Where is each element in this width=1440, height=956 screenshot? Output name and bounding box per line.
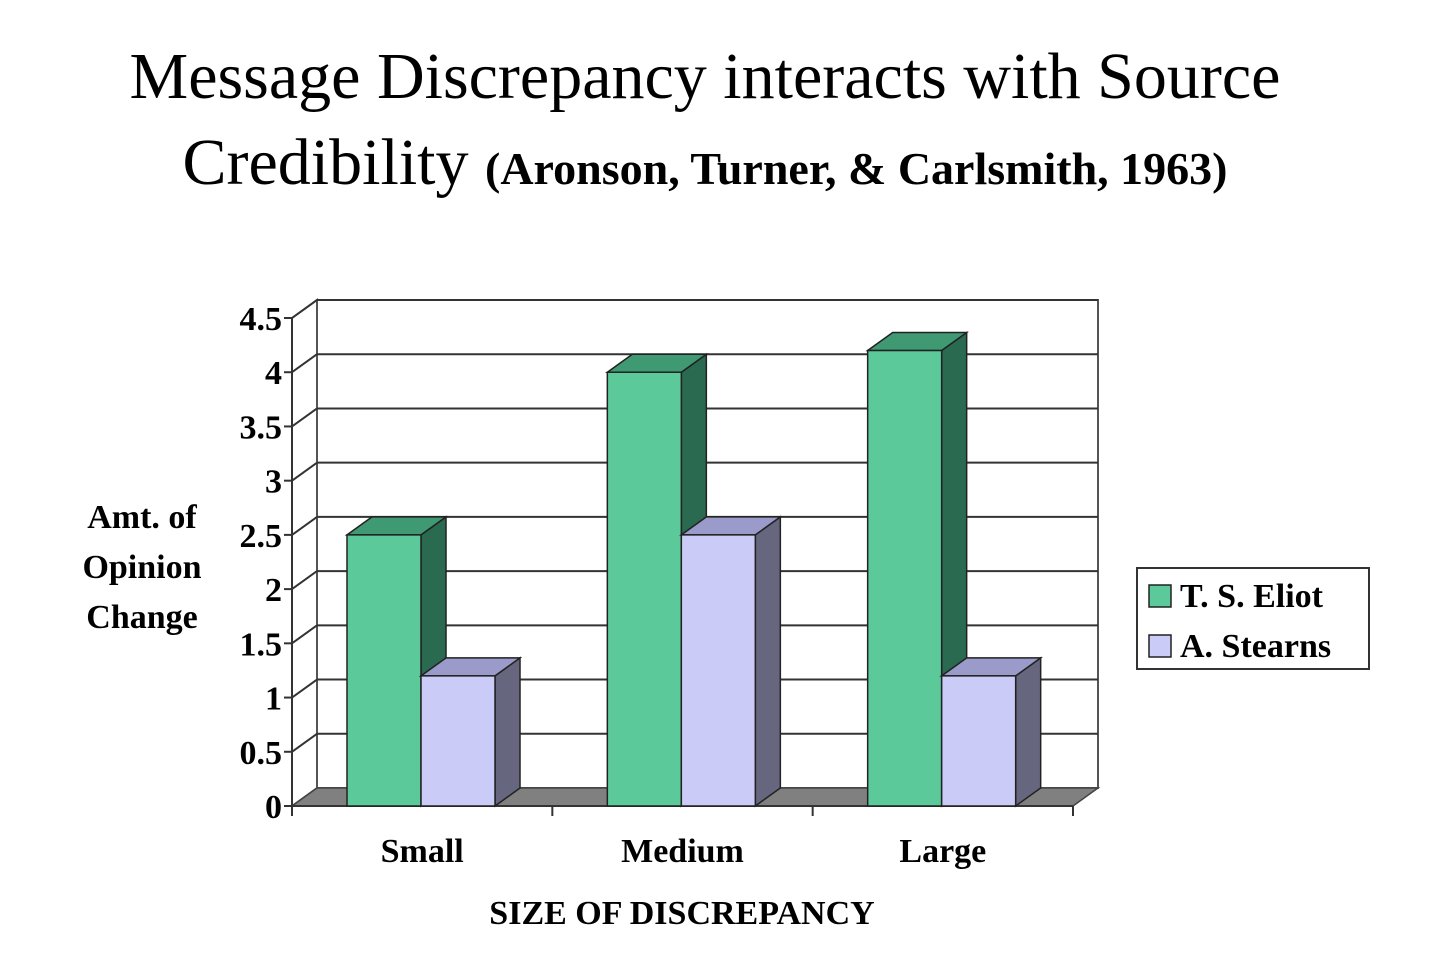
chart-title: Message Discrepancy interacts with Sourc… [129,40,1281,113]
gridline-side [291,299,318,319]
bar-side-a-stearns [754,515,782,808]
y-tick-label: 1 [265,681,282,718]
bar-t-s-eliot-small [346,534,422,807]
gridline-side [291,353,318,374]
gridline-side [291,407,318,428]
y-axis-title: Change [86,599,197,636]
chart-citation: (Aronson, Turner, & Carlsmith, 1963) [485,143,1228,194]
y-tick-label: 4.5 [240,301,283,338]
x-tick-label: Small [381,833,464,870]
y-tick-label: 1.5 [240,626,283,663]
bar-a-stearns-small [420,675,496,807]
gridline-side [291,570,318,590]
chart-title-line2: Credibility (Aronson, Turner, & Carlsmit… [0,130,1410,196]
side-wall [291,298,318,808]
y-tick-label: 0 [265,789,282,826]
bar-side-a-stearns [494,656,521,808]
legend-swatch [1148,634,1172,658]
gridline-side [291,461,318,482]
gridline-side [291,678,318,699]
gridline-side [291,516,318,536]
bar-a-stearns-large [940,675,1017,807]
legend-swatch [1148,584,1172,608]
x-tick-label: Large [899,833,986,870]
x-axis-title: SIZE OF DISCREPANCY [489,895,874,932]
bar-t-s-eliot-large [866,349,943,807]
gridline-side [291,624,318,645]
bar-side-a-stearns [1014,656,1042,808]
y-tick-label: 2 [265,572,282,609]
y-tick-label: 0.5 [240,735,283,772]
legend-label: A. Stearns [1180,628,1331,665]
y-tick-label: 3.5 [240,409,283,446]
y-axis-title: Opinion [82,549,201,586]
x-tick-label: Medium [621,833,744,870]
chart-title-credibility: Credibility [182,126,469,199]
y-tick-label: 3 [265,464,282,501]
bar-t-s-eliot-medium [606,371,683,807]
y-tick-label: 4 [265,355,282,392]
gridline-side [291,732,318,753]
y-tick-label: 2.5 [240,518,283,555]
legend-label: T. S. Eliot [1180,578,1324,615]
y-axis-title: Amt. of [87,499,197,536]
bar-a-stearns-medium [680,534,757,807]
legend-box [1136,567,1370,670]
